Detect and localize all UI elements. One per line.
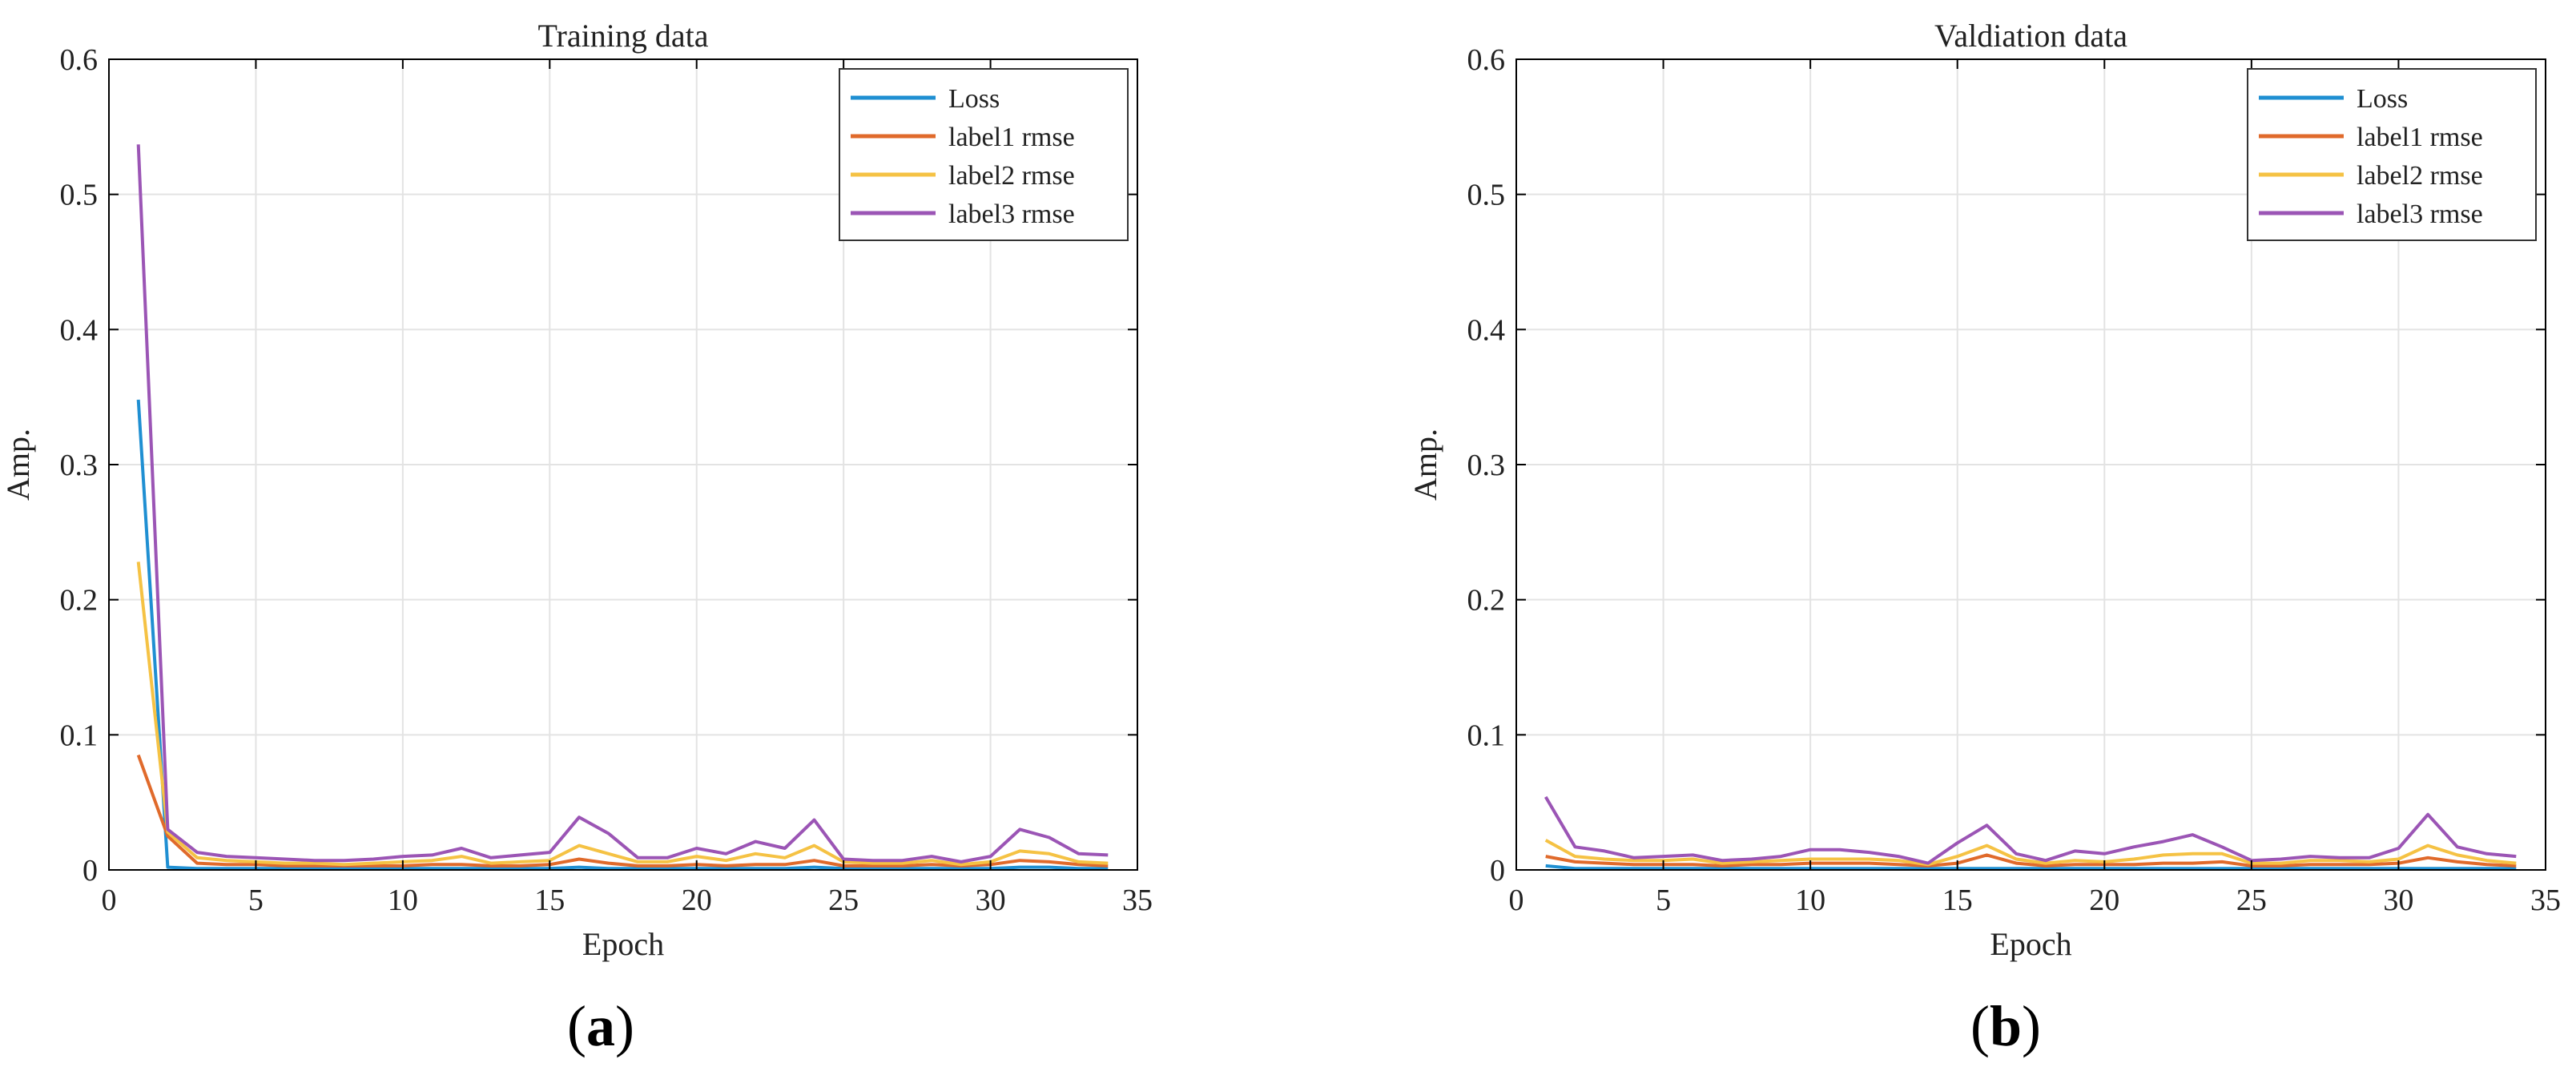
- panel-caption-a-letter: a: [586, 994, 615, 1058]
- y-axis-label: Amp.: [1407, 429, 1443, 501]
- x-tick-label: 15: [1942, 884, 1973, 917]
- x-tick-label: 5: [248, 884, 264, 917]
- x-axis-label: Epoch: [1990, 926, 2071, 962]
- x-tick-label: 25: [828, 884, 859, 917]
- x-tick-label: 0: [1509, 884, 1524, 917]
- chart-title: Valdiation data: [1934, 18, 2127, 54]
- legend-entry: label2 rmse: [948, 161, 1075, 191]
- panel-caption-a: (a): [567, 994, 634, 1058]
- x-tick-label: 30: [976, 884, 1006, 917]
- panel-caption-b-letter: b: [1989, 994, 2023, 1058]
- y-tick-label: 0: [83, 854, 98, 888]
- series-line: [1545, 864, 2517, 871]
- x-tick-label: 15: [534, 884, 565, 917]
- x-tick-label: 0: [102, 884, 117, 917]
- y-axis-label: Amp.: [0, 429, 36, 501]
- x-axis-label: Epoch: [582, 926, 664, 962]
- y-tick-label: 0.6: [60, 43, 99, 77]
- y-tick-label: 0.3: [1467, 449, 1506, 482]
- legend-entry: label1 rmse: [948, 123, 1075, 152]
- x-tick-label: 10: [1795, 884, 1825, 917]
- legend-entry: label3 rmse: [948, 199, 1075, 229]
- series-line: [136, 399, 1109, 871]
- chart-a: 0 5 10 15 20 25 30 35 0 0.1 0.2 0.3 0.4 0.5 0.6 Trainin…: [0, 18, 1153, 962]
- legend: Loss label1 rmse label2 rmse label3 rmse: [2247, 68, 2537, 241]
- legend-entry: label2 rmse: [2357, 161, 2483, 191]
- y-tick-label: 0.4: [1467, 313, 1506, 347]
- y-tick-label: 0.2: [1467, 584, 1506, 618]
- y-tick-label: 0.2: [60, 584, 99, 618]
- y-tick-label: 0.5: [1467, 179, 1506, 212]
- chart-b: 0 5 10 15 20 25 30 35 0 0.1 0.2 0.3 0.4 0.5 0.6 Valdiat…: [1407, 18, 2561, 962]
- x-tick-label: 5: [1656, 884, 1671, 917]
- y-tick-label: 0.4: [60, 313, 99, 347]
- y-tick-label: 0.1: [60, 719, 99, 752]
- x-tick-label: 30: [2383, 884, 2413, 917]
- legend-entry: Loss: [948, 84, 1000, 114]
- series-line: [136, 562, 1109, 867]
- chart-title: Training data: [538, 18, 709, 54]
- x-tick-label: 20: [2089, 884, 2119, 917]
- series-line: [1545, 853, 2517, 868]
- series-line: [1544, 795, 2517, 865]
- x-tick-label: 35: [1122, 884, 1153, 917]
- legend-entry: label3 rmse: [2357, 199, 2483, 229]
- x-tick-label: 10: [388, 884, 418, 917]
- series-line: [136, 144, 1109, 864]
- series-line: [1544, 839, 2517, 867]
- y-tick-label: 0.1: [1467, 719, 1506, 752]
- series-line: [136, 754, 1109, 868]
- legend-entry: Loss: [2357, 84, 2408, 114]
- x-tick-label: 35: [2530, 884, 2561, 917]
- panel-caption-b: (b): [1970, 994, 2042, 1058]
- y-tick-label: 0: [1490, 854, 1505, 888]
- y-tick-label: 0.3: [60, 449, 99, 482]
- x-tick-label: 25: [2236, 884, 2267, 917]
- y-tick-label: 0.5: [60, 179, 99, 212]
- y-tick-label: 0.6: [1467, 43, 1506, 77]
- x-tick-label: 20: [682, 884, 712, 917]
- legend-entry: label1 rmse: [2357, 123, 2483, 152]
- legend: Loss label1 rmse label2 rmse label3 rmse: [839, 68, 1129, 241]
